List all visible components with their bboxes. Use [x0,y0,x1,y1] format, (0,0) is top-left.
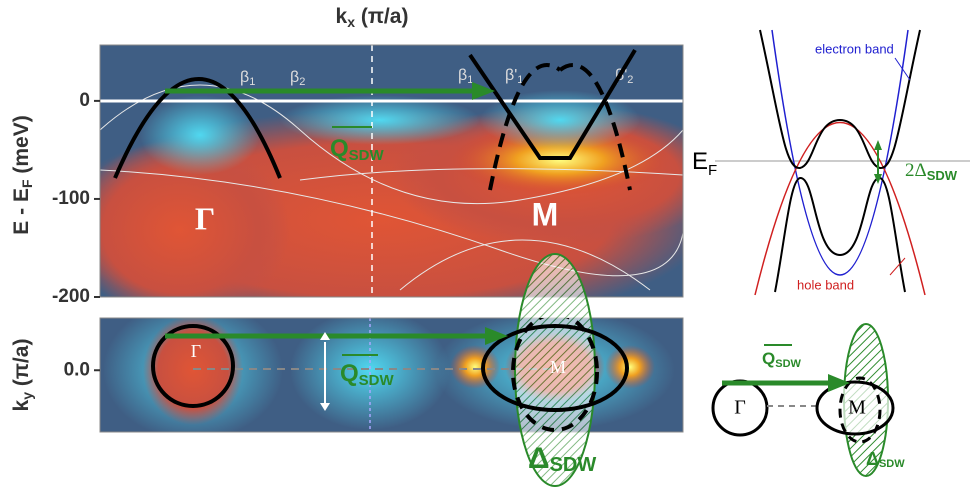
m-label: M [848,397,866,419]
label-sub: F [19,179,35,188]
label: E [692,148,708,175]
y-tick-label: 0 [79,90,90,111]
fermi-label: EF [692,148,717,179]
y-tick-label: -100 [52,188,90,209]
label: Q [762,349,775,368]
svg-text:β'1: β'1 [505,67,523,86]
band-label: β [458,67,467,84]
arrow-head [874,140,882,150]
label-sub: SDW [349,147,385,164]
svg-text:β2: β2 [290,69,305,88]
band-label: 1 [249,76,255,88]
svg-text:β1: β1 [458,67,473,86]
label-unit: (π/a) [355,5,408,28]
label: k [336,5,348,28]
m-pocket [481,324,629,412]
label-sub: F [708,162,717,179]
lower-band [774,177,906,293]
m-label: M [550,357,566,377]
label: Q [330,135,349,162]
m-label: M [532,196,559,232]
label-sub: SDW [879,458,905,470]
y-axis-label: E - EF (meV) [10,115,35,234]
y-axis-label: ky (π/a) [10,339,35,412]
arrow-head [874,174,882,184]
pointer [889,257,906,276]
m-pocket-folded [838,376,882,444]
label-unit: (meV) [10,115,33,179]
band-label: β [240,69,249,86]
arrow-head [320,403,330,411]
upper-band [759,29,921,169]
y-tick-label: 0.0 [64,359,90,380]
band-m-folded [558,63,632,191]
label: k [10,399,33,411]
electron-band [771,29,909,276]
label-sub: SDW [359,372,395,389]
band-label: 2 [627,74,633,86]
label: Δ [866,449,879,469]
label-sub: x [347,14,355,30]
arrow-head [485,327,508,345]
arrow-head [828,374,850,392]
arrow-head [472,82,495,100]
band-m-folded [488,63,562,191]
label: 2Δ [905,160,927,181]
delta-label: ΔSDW [528,442,596,476]
electron-band-label: electron band [815,41,894,56]
gamma-label: Γ [734,397,746,419]
band-m [468,48,637,160]
y-tick-label: -200 [52,286,90,307]
delta-label: ΔSDW [866,449,905,470]
gamma-label: Γ [195,200,215,236]
band-label: 1 [517,74,523,86]
hole-band-label: hole band [797,277,854,292]
label: Q [340,360,359,387]
label-sub: SDW [550,454,597,476]
label-sub: y [19,392,35,400]
x-axis-label: kx (π/a) [336,5,409,30]
pointer [894,57,911,81]
gamma-pocket [151,324,235,408]
band-label: 1 [467,74,473,86]
panel-frame [99,44,684,298]
arrow-head [320,332,330,340]
q-label: QSDW [340,360,395,389]
q-label: QSDW [330,135,385,164]
m-pocket-folded [511,318,599,432]
hole-band [754,121,926,296]
label-sub: SDW [927,168,958,183]
label-sub: SDW [775,358,801,370]
label: E - E [10,188,33,235]
gap-ellipse [514,253,596,487]
y-axis: 0.0 [64,359,100,380]
q-label: QSDW [762,349,802,369]
m-pocket [815,380,895,436]
label-unit: (π/a) [10,339,33,392]
y-axis: 0 -100 -200 [52,90,100,307]
gap-label: 2ΔSDW [905,160,958,183]
label: Δ [528,442,550,475]
band-gamma [113,77,282,179]
band-label: β [290,69,299,86]
panel-frame [99,317,684,433]
gamma-label: Γ [191,341,201,361]
svg-text:β1: β1 [240,69,255,88]
band-label: 2 [299,76,305,88]
band-label: β' [505,67,517,84]
